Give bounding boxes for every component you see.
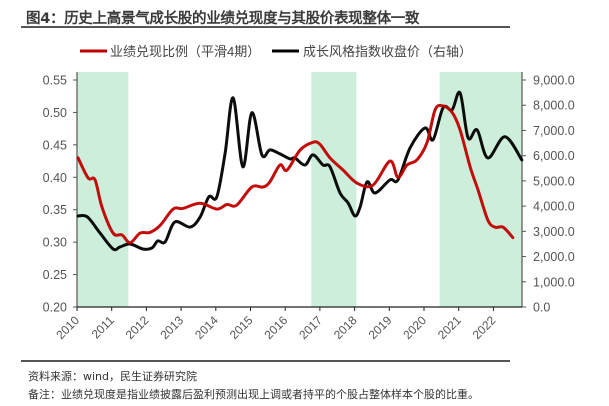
x-tick-label: 2016: [262, 313, 291, 342]
left-tick-label: 0.45: [43, 138, 67, 152]
left-tick-label: 0.40: [43, 171, 67, 185]
right-tick-label: 7,000.0: [533, 124, 575, 138]
shaded-period: [311, 72, 357, 307]
title-divider: [21, 26, 510, 28]
x-tick-label: 2010: [53, 313, 82, 342]
x-tick-label: 2012: [123, 313, 152, 342]
footer-divider: [21, 360, 510, 362]
x-tick-label: 2015: [227, 313, 256, 342]
right-tick-label: 9,000.0: [533, 74, 575, 88]
legend-label: 业绩兑现比例（平滑4期）: [110, 44, 260, 59]
left-tick-label: 0.20: [43, 301, 67, 315]
right-tick-label: 6,000.0: [533, 149, 575, 163]
chart-title: 图4：历史上高景气成长股的业绩兑现度与其股价表现整体一致: [26, 11, 420, 27]
left-tick-label: 0.55: [43, 74, 67, 88]
right-tick-label: 2,000.0: [533, 250, 575, 264]
note-text: 备注：业绩兑现度是指业绩披露后盈利预测出现上调或者持平的个股占整体样本个股的比重…: [28, 388, 479, 401]
right-tick-label: 3,000.0: [533, 225, 575, 239]
left-tick-label: 0.25: [43, 268, 67, 282]
x-tick-label: 2022: [470, 313, 499, 342]
shaded-period: [77, 72, 129, 307]
left-tick-label: 0.35: [43, 203, 67, 217]
left-tick-label: 0.30: [43, 236, 67, 250]
x-tick-label: 2021: [435, 313, 464, 342]
legend-label: 成长风格指数收盘价（右轴）: [303, 44, 472, 59]
right-tick-label: 8,000.0: [533, 99, 575, 113]
right-tick-label: 5,000.0: [533, 174, 575, 188]
shaded-period: [439, 72, 522, 307]
x-tick-label: 2014: [192, 313, 221, 342]
x-tick-label: 2018: [331, 313, 360, 342]
right-tick-label: 4,000.0: [533, 200, 575, 214]
right-tick-label: 0.0: [533, 301, 550, 315]
x-tick-label: 2013: [157, 313, 186, 342]
x-tick-label: 2011: [89, 313, 117, 341]
series-line-performance-ratio: [76, 103, 515, 245]
source-text: 资料来源：wind，民生证券研究院: [28, 370, 198, 383]
left-tick-label: 0.50: [43, 106, 67, 120]
x-tick-label: 2019: [366, 313, 395, 342]
right-tick-label: 1,000.0: [533, 275, 575, 289]
x-tick-label: 2017: [296, 313, 325, 342]
x-tick-label: 2020: [400, 313, 429, 342]
